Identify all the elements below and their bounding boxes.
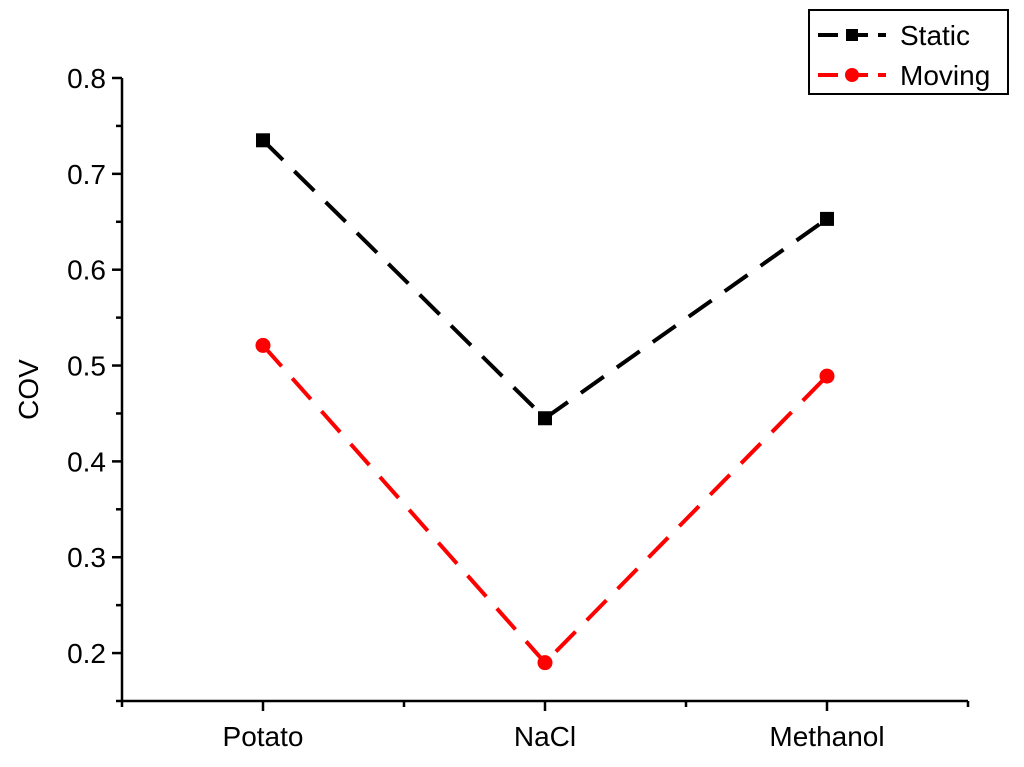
data-point-moving (537, 655, 553, 671)
x-tick-label: Potato (223, 721, 304, 752)
data-point-static (538, 411, 552, 426)
data-point-moving (819, 368, 835, 384)
axes: 0.2 0.3 0.4 0.5 0.6 0.7 0.8 Potato NaCl Methanol (67, 63, 970, 752)
legend-label-static: Static (900, 20, 970, 51)
y-tick-label: 0.3 (67, 542, 106, 573)
y-tick-label: 0.5 (67, 351, 106, 382)
x-tick-label: NaCl (514, 721, 576, 752)
data-point-static (820, 211, 834, 226)
y-tick-label: 0.4 (67, 446, 106, 477)
legend: Static Moving (808, 9, 1009, 95)
series-layer (255, 133, 835, 671)
y-axis-title: COV (13, 359, 44, 420)
legend-marker-moving (845, 68, 859, 82)
legend-label-moving: Moving (900, 60, 990, 91)
y-tick-label: 0.7 (67, 159, 106, 190)
legend-marker-static (846, 29, 858, 41)
series-line-static (261, 138, 829, 421)
series-line-moving (261, 344, 829, 666)
y-tick-label: 0.6 (67, 255, 106, 286)
y-tick-label: 0.2 (67, 638, 106, 669)
data-point-static (256, 133, 270, 148)
y-tick-label: 0.8 (67, 63, 106, 94)
data-point-moving (255, 337, 271, 353)
legend-box (808, 9, 1009, 95)
x-tick-label: Methanol (769, 721, 884, 752)
